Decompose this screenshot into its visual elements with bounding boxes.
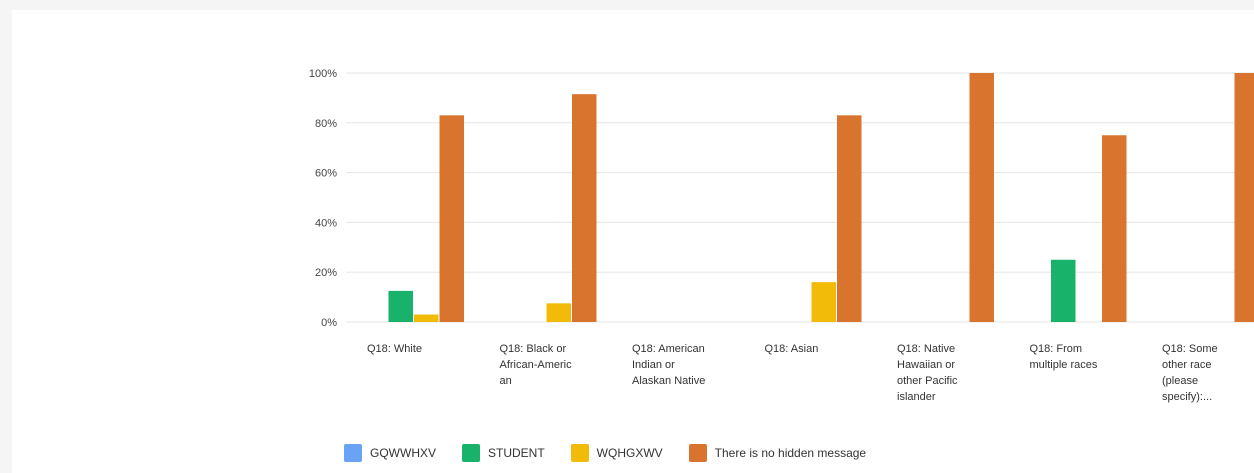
bar[interactable] <box>837 115 862 322</box>
x-category-label: Q18: American Indian or Alaskan Native <box>632 343 705 387</box>
legend-swatch <box>462 444 480 462</box>
grid-lines <box>346 72 1254 323</box>
legend-label: There is no hidden message <box>714 446 867 460</box>
bar[interactable] <box>1234 73 1254 322</box>
y-tick-label: 20% <box>315 267 337 279</box>
bars <box>388 73 1254 322</box>
y-tick-label: 60% <box>315 168 337 180</box>
legend-item[interactable]: There is no hidden message <box>688 444 867 462</box>
legend-swatch <box>344 444 362 462</box>
legend: GQWWHXV STUDENT WQHGXWV There is no hidden … <box>344 444 866 462</box>
bar[interactable] <box>1102 135 1127 322</box>
y-tick-label: 100% <box>309 68 337 80</box>
bar[interactable] <box>388 290 414 322</box>
chart-panel <box>12 10 1254 473</box>
legend-item[interactable]: GQWWHXV <box>344 444 436 462</box>
y-axis: 0% 20% 40% 60% 80% 100% <box>309 68 337 329</box>
y-tick-label: 80% <box>315 118 337 130</box>
bar[interactable] <box>546 303 572 322</box>
x-category-label: Q18: Asian <box>765 343 819 355</box>
x-category-label: Q18: Native Hawaiian or other Pacific islan… <box>897 343 958 403</box>
legend-label: STUDENT <box>488 446 545 460</box>
x-category-label: Q18: Black or African-Americ an <box>500 343 573 387</box>
x-axis-labels: Q18: White Q18: Black or African-Americ an Q… <box>367 343 1218 403</box>
legend-label: GQWWHXV <box>370 446 436 460</box>
bar[interactable] <box>439 115 465 322</box>
bar[interactable] <box>414 314 439 322</box>
legend-swatch <box>688 444 707 462</box>
bar[interactable] <box>811 282 837 322</box>
bar[interactable] <box>572 94 597 322</box>
x-category-label: Q18: From multiple races <box>1030 343 1098 371</box>
y-tick-label: 0% <box>321 317 337 329</box>
bar[interactable] <box>969 73 995 322</box>
legend-label: WQHGXWV <box>596 446 663 460</box>
legend-item[interactable]: WQHGXWV <box>570 444 663 462</box>
legend-item[interactable]: STUDENT <box>462 444 545 462</box>
x-category-label: Q18: Some other race (please specify):... <box>1162 343 1218 403</box>
x-category-label: Q18: White <box>367 343 422 355</box>
bar[interactable] <box>1051 259 1076 322</box>
y-tick-label: 40% <box>315 217 337 229</box>
legend-swatch <box>570 444 589 462</box>
